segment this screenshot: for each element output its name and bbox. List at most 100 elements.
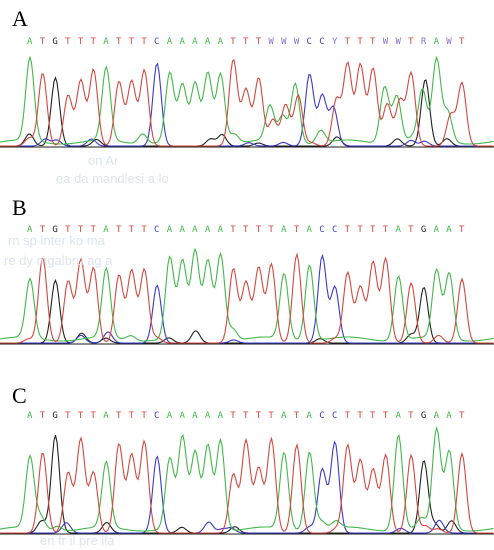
base-call: T (128, 411, 135, 421)
base-call: G (420, 411, 427, 421)
base-call: T (293, 411, 300, 421)
base-call: R (420, 37, 427, 47)
base-call: A (306, 225, 312, 235)
base-call: T (459, 225, 465, 235)
base-call: A (395, 411, 401, 421)
base-call: A (166, 411, 173, 421)
chromatogram-trace (0, 425, 494, 535)
trace-line-G (0, 76, 494, 147)
base-call: C (319, 225, 325, 235)
base-call: T (65, 411, 71, 421)
base-call: T (65, 225, 71, 235)
base-call: T (382, 225, 389, 235)
base-call: A (179, 37, 185, 47)
base-call: W (293, 37, 300, 47)
watermark-text: en fr il pre ila (40, 533, 115, 548)
base-call: C (154, 411, 160, 421)
base-call: C (331, 411, 338, 421)
base-call: T (141, 37, 147, 47)
trace-line-A (0, 55, 494, 145)
base-call: T (230, 225, 236, 235)
base-call: A (204, 225, 211, 235)
base-call: T (255, 225, 262, 235)
base-call: T (65, 37, 71, 47)
watermark-text: ea da mandlesi a lo (56, 171, 169, 186)
base-call: A (217, 37, 223, 47)
base-call: T (39, 225, 46, 235)
base-call: T (90, 225, 96, 235)
base-call: A (103, 411, 109, 421)
base-call: A (281, 411, 287, 421)
base-call: A (166, 225, 173, 235)
trace-line-C (0, 62, 494, 147)
base-call: C (319, 411, 325, 421)
base-call: A (446, 411, 452, 421)
base-call: T (230, 37, 236, 47)
base-call: T (370, 411, 376, 421)
base-call: C (319, 37, 325, 47)
base-call: T (357, 411, 363, 421)
base-call: T (459, 37, 465, 47)
chromatogram-trace (0, 247, 494, 345)
base-call: G (420, 225, 427, 235)
base-call: T (243, 411, 249, 421)
base-call: A (217, 411, 223, 421)
base-call: A (217, 225, 223, 235)
base-call: W (446, 37, 452, 47)
base-call: Y (331, 37, 338, 47)
base-call: W (382, 37, 389, 47)
base-call: W (281, 37, 287, 47)
base-call: W (395, 37, 401, 47)
base-call: A (433, 225, 439, 235)
base-call: A (192, 411, 198, 421)
base-call: T (39, 411, 46, 421)
base-call: W (268, 37, 274, 47)
panel-label: B (12, 195, 27, 220)
base-call: T (344, 411, 351, 421)
base-call: C (154, 37, 160, 47)
base-call: T (268, 225, 274, 235)
base-call: C (331, 225, 338, 235)
base-call: T (255, 37, 262, 47)
base-call: T (115, 411, 122, 421)
base-call: T (77, 37, 84, 47)
base-call: A (204, 411, 211, 421)
base-call: T (128, 37, 135, 47)
base-call: A (192, 225, 198, 235)
trace-line-C (0, 253, 494, 344)
base-call: G (52, 411, 58, 421)
base-call: T (370, 225, 376, 235)
base-call: T (77, 411, 84, 421)
base-call: T (293, 225, 300, 235)
base-call: T (268, 411, 274, 421)
base-call: T (128, 225, 135, 235)
base-call: T (408, 411, 414, 421)
watermark-text: on Ar (88, 153, 119, 168)
base-call: A (395, 225, 401, 235)
base-call: C (154, 225, 160, 235)
base-call: T (408, 225, 414, 235)
base-call: T (370, 37, 376, 47)
base-call: T (230, 411, 236, 421)
base-call: T (255, 411, 262, 421)
base-call: T (408, 37, 414, 47)
base-call: T (90, 411, 96, 421)
trace-line-C (0, 440, 494, 534)
base-call: A (103, 37, 109, 47)
base-call: G (52, 37, 58, 47)
base-call: A (27, 225, 33, 235)
trace-line-A (0, 247, 494, 342)
base-call: T (459, 411, 465, 421)
base-call: A (433, 411, 439, 421)
trace-line-T (0, 252, 494, 344)
base-call: A (192, 37, 198, 47)
base-call: T (141, 411, 147, 421)
base-call: T (39, 37, 46, 47)
base-call: T (77, 225, 84, 235)
base-call: C (306, 37, 312, 47)
